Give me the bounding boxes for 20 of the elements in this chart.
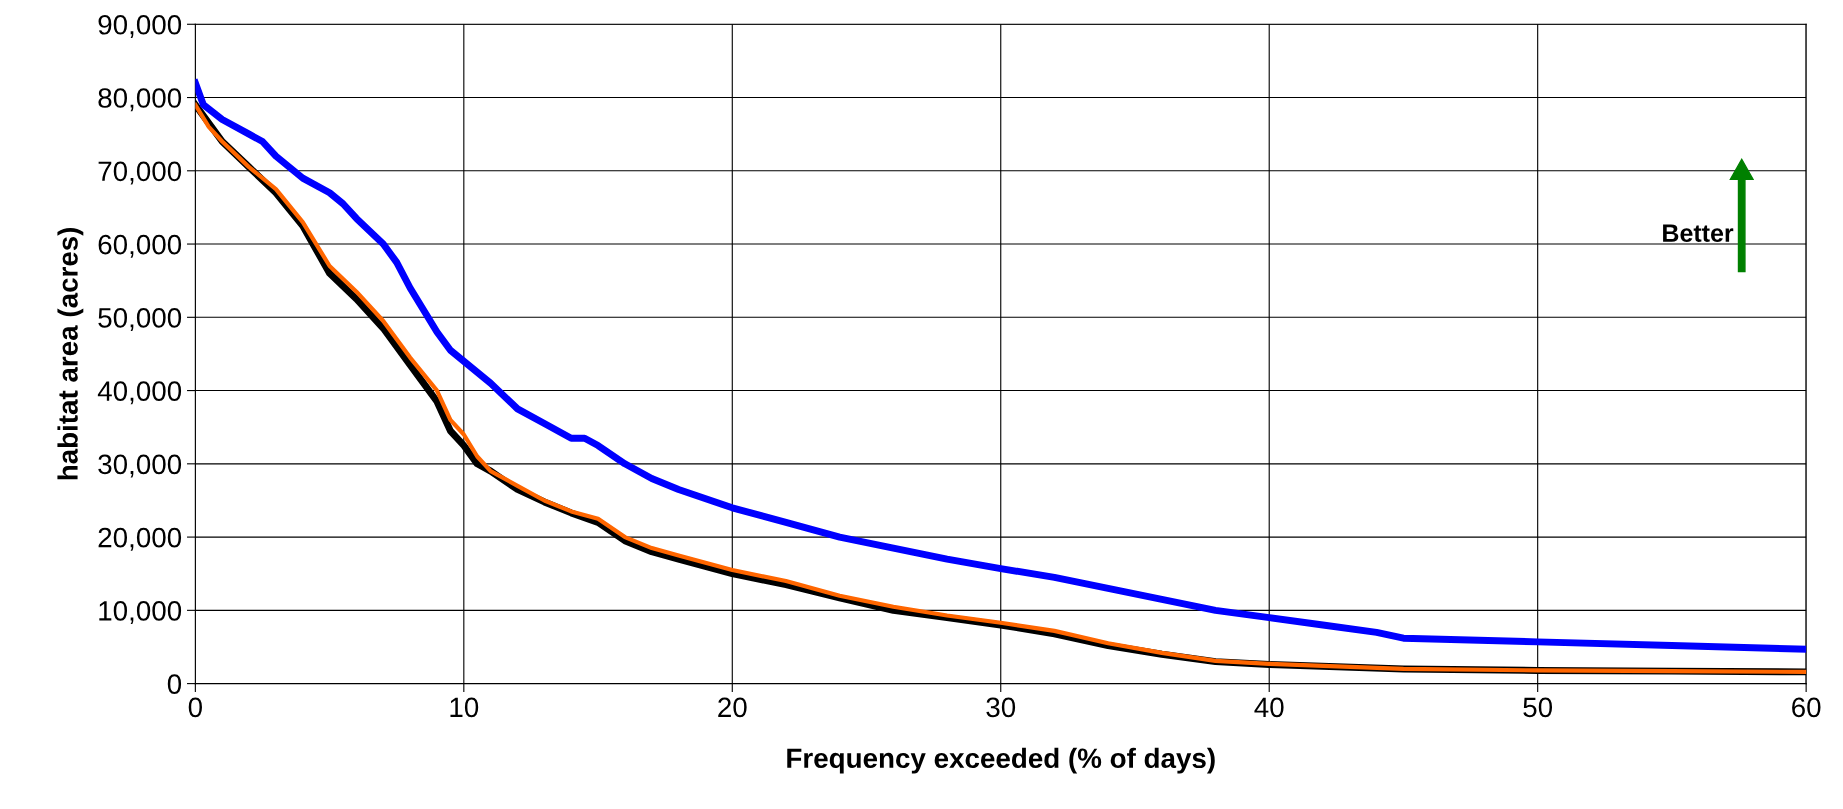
y-tick-label: 50,000	[98, 307, 182, 331]
x-tick-label: 30	[986, 697, 1016, 718]
x-tick-label: 50	[1523, 697, 1553, 718]
x-tick-label: 0	[188, 697, 202, 718]
y-tick-label: 80,000	[98, 88, 182, 112]
x-tick-label: 60	[1792, 697, 1821, 718]
x-tick-label: 20	[718, 697, 747, 718]
annotation: Better	[1663, 224, 1734, 242]
y-tick-label: 30,000	[98, 454, 182, 478]
x-tick-label: 40	[1254, 697, 1284, 718]
y-tick-label: 40,000	[97, 381, 182, 405]
y-tick-label: 90,000	[98, 14, 182, 38]
x-tick-label: 10	[450, 697, 479, 718]
y-tick-label: 60,000	[98, 234, 182, 258]
y-tick-label: 10,000	[99, 601, 182, 624]
y-tick-label: 70,000	[98, 161, 182, 185]
y-tick-label: 0	[167, 674, 182, 694]
x-axis-title: Frequency exceeded (% of days)	[787, 747, 1215, 774]
y-tick-label: 20,000	[98, 527, 182, 551]
y-axis-title: habitat area (acres)	[57, 227, 84, 480]
